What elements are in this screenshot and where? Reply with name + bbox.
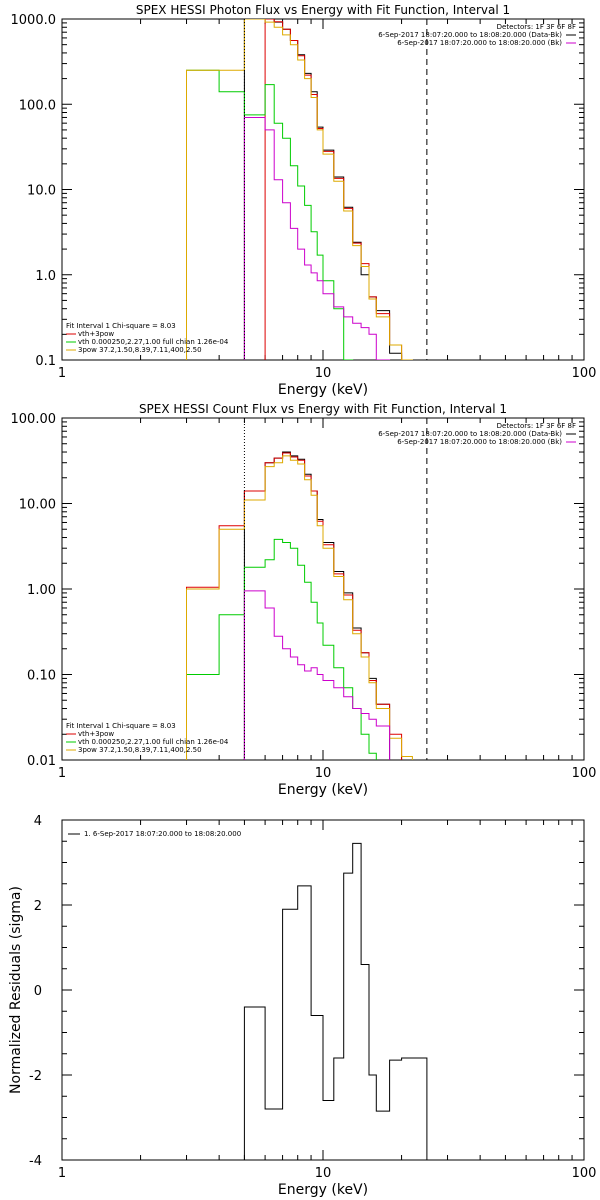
legend-entry-top-right: 6-Sep-2017 18:07:20.000 to 18:08:20.000 …: [378, 31, 562, 39]
series-group: [186, 19, 413, 360]
x-tick-label: 1: [58, 766, 66, 781]
y-tick-label: 1.0: [35, 269, 56, 284]
y-tick-label: 10.0: [27, 184, 56, 199]
series-line-3: [186, 69, 354, 360]
chart-title: SPEX HESSI Photon Flux vs Energy with Fi…: [136, 3, 510, 17]
x-tick-label: 100: [572, 1166, 597, 1181]
legend-entry-bottom-left: vth+3pow: [78, 330, 114, 338]
y-axis-label: Normalized Residuals (sigma): [8, 886, 24, 1094]
legend-entry-bottom-left: vth+3pow: [78, 730, 114, 738]
legend-entry-top-right: 6-Sep-2017 18:07:20.000 to 18:08:20.000 …: [397, 39, 562, 47]
series-group: [243, 842, 428, 1160]
panel-2: SPEX HESSI Count Flux vs Energy with Fit…: [11, 402, 597, 798]
x-tick-label: 10: [315, 366, 332, 381]
x-axis-label: Energy (keV): [278, 382, 368, 398]
legend-entry-top-left: 1. 6-Sep-2017 18:07:20.000 to 18:08:20.0…: [84, 830, 241, 838]
x-tick-label: 100: [572, 766, 597, 781]
panel-3: 1 10 100 -4 -2 0 2 4 Energy (keV) Normalized Resi…: [8, 814, 596, 1198]
legend-entry-bottom-left: vth 0.000250,2.27,1.00 full chian 1.26e-…: [78, 338, 229, 346]
y-tick-label: 100.0: [19, 98, 56, 113]
y-tick-label: 4: [34, 814, 42, 829]
y-tick-label: 100.00: [11, 412, 57, 427]
x-tick-label: 10: [315, 766, 332, 781]
series-line-5: [243, 117, 391, 360]
y-tick-label: -2: [29, 1069, 42, 1084]
panels-group: SPEX HESSI Photon Flux vs Energy with Fi…: [8, 3, 596, 1198]
y-tick-label: 0.01: [27, 754, 56, 769]
legend-entry-bottom-left: 3pow 37.2,1.50,8.39,7.11,400,2.50: [78, 346, 202, 354]
legend-entry-top-right: Detectors: 1F 3F 6F 8F: [497, 23, 576, 31]
series-line-4: [186, 455, 413, 760]
y-tick-label: 1.00: [27, 583, 56, 598]
y-tick-label: 0.1: [35, 354, 56, 369]
chart-title: SPEX HESSI Count Flux vs Energy with Fit…: [139, 402, 507, 416]
y-tick-label: 2: [34, 899, 42, 914]
panel-1: SPEX HESSI Photon Flux vs Energy with Fi…: [11, 3, 597, 398]
x-tick-label: 100: [572, 366, 597, 381]
x-tick-label: 10: [315, 1166, 332, 1181]
legend-entry-bottom-left: 3pow 37.2,1.50,8.39,7.11,400,2.50: [78, 746, 202, 754]
legend-entry-bottom-left: vth 0.000250,2.27,1.00 full chian 1.26e-…: [78, 738, 229, 746]
series-line-1: [243, 842, 428, 1160]
x-tick-label: 1: [58, 366, 66, 381]
legend-entry-bottom-left: Fit Interval 1 Chi-square = 8.03: [66, 322, 176, 330]
y-tick-label: 0.10: [27, 669, 56, 684]
series-line-5: [243, 590, 391, 760]
y-tick-label: 1000.0: [11, 13, 57, 28]
y-tick-label: -4: [29, 1154, 42, 1169]
legend-entry-top-right: Detectors: 1F 3F 6F 8F: [497, 422, 576, 430]
legend-entry-top-right: 6-Sep-2017 18:07:20.000 to 18:08:20.000 …: [378, 430, 562, 438]
y-tick-label: 10.00: [19, 498, 56, 513]
x-axis-label: Energy (keV): [278, 1182, 368, 1198]
y-tick-label: 0: [34, 984, 42, 999]
series-group: [186, 451, 413, 760]
legend-entry-top-right: 6-Sep-2017 18:07:20.000 to 18:08:20.000 …: [397, 438, 562, 446]
legend-entry-bottom-left: Fit Interval 1 Chi-square = 8.03: [66, 722, 176, 730]
series-line-4: [186, 19, 413, 360]
x-tick-label: 1: [58, 1166, 66, 1181]
x-axis-label: Energy (keV): [278, 782, 368, 798]
